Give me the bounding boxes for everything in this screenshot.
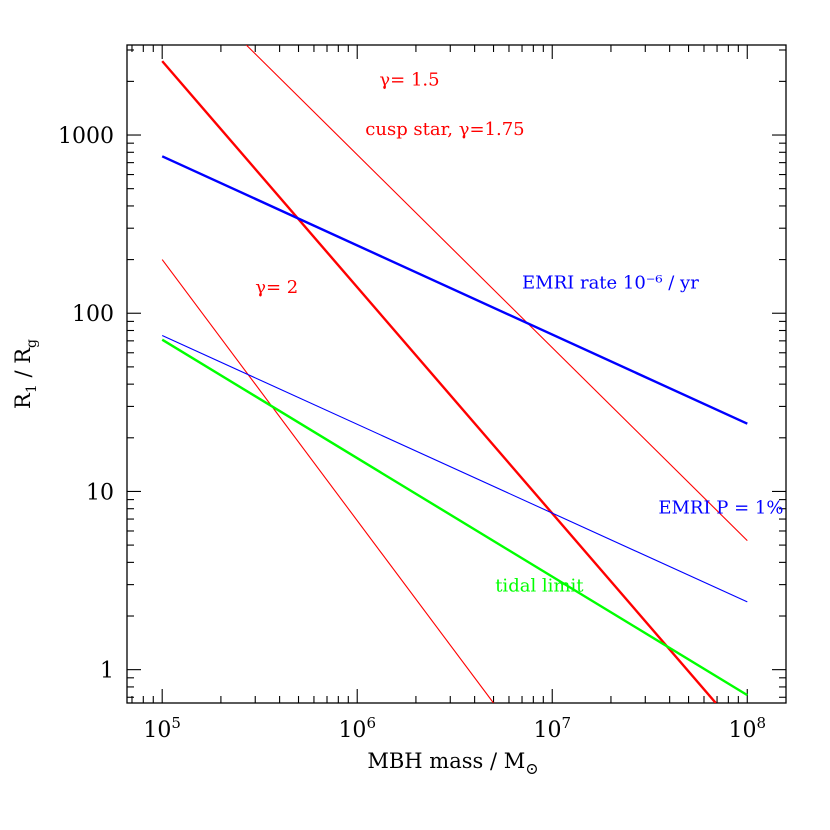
plot-frame — [126, 44, 787, 704]
y-tick-labels: 1 10 100 1000 — [58, 124, 114, 684]
series-line-cusp-star-1-75 — [161, 60, 717, 703]
series-line-tidal-limit — [161, 338, 748, 697]
annotation-group: γ= 1.5 cusp star, γ=1.75 γ= 2 EMRI rate 10⁻… — [255, 69, 783, 596]
annotation-cusp: cusp star, γ=1.75 — [365, 119, 524, 140]
axis-ticks — [127, 45, 786, 703]
y-tick-label: 1 — [100, 659, 114, 684]
x-tick-label: 108 — [728, 714, 766, 743]
y-axis-label: R1 / Rg — [11, 339, 40, 409]
y-tick-label: 1000 — [58, 124, 114, 149]
y-tick-label: 100 — [72, 302, 114, 327]
annotation-gamma2: γ= 2 — [255, 277, 298, 298]
x-tick-labels: 105 106 107 108 — [143, 714, 766, 743]
series-group — [161, 45, 748, 703]
annotation-gamma15: γ= 1.5 — [379, 69, 439, 90]
series-line-1-5 — [245, 45, 748, 541]
annotation-emrirate: EMRI rate 10⁻⁶ / yr — [522, 272, 699, 293]
annotation-emrip: EMRI P = 1% — [658, 498, 783, 519]
x-tick-label: 107 — [533, 714, 571, 743]
series-line-emri-rate-10-yr — [161, 155, 748, 425]
x-tick-label: 106 — [338, 714, 376, 743]
series-line-2 — [161, 259, 494, 703]
y-tick-label: 10 — [86, 480, 114, 505]
annotation-tidal: tidal limit — [495, 575, 584, 596]
x-tick-label: 105 — [143, 714, 181, 743]
series-line-emri-p-1 — [161, 334, 748, 603]
x-axis-label: MBH mass / M⊙ — [367, 749, 538, 778]
